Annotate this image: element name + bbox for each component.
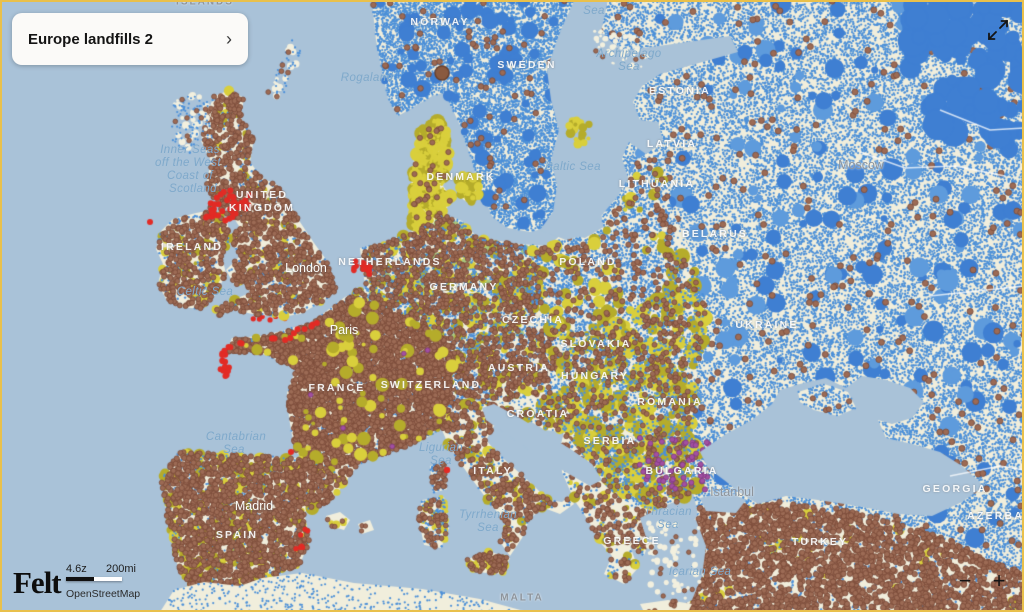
attribution-link[interactable]: OpenStreetMap [66,588,141,600]
scale-distance-label: 200mi [106,563,136,575]
scale-control: 4.6z 200mi [66,563,136,581]
page-title: Europe landfills 2 [28,30,154,48]
chevron-right-icon[interactable]: › [226,29,232,49]
zoom-level-label: 4.6z [66,563,87,575]
expand-arrows-icon [988,20,1008,40]
felt-logo[interactable]: Felt [13,565,62,600]
scale-bar-filled [66,577,94,581]
title-card[interactable]: Europe landfills 2 › [12,13,248,65]
zoom-out-button[interactable]: − [958,568,972,593]
scale-bar [66,577,122,581]
scale-bar-empty [94,577,122,581]
zoom-in-button[interactable]: + [992,568,1006,593]
expand-button[interactable] [984,16,1012,44]
